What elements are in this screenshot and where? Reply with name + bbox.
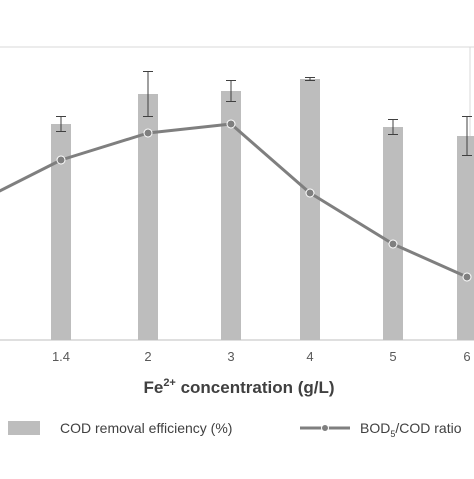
bod-cod-point-2 xyxy=(143,128,153,138)
legend-swatch-marker xyxy=(321,424,329,432)
error-bar-2 xyxy=(143,71,153,117)
bar-series xyxy=(51,79,474,340)
bod-cod-point-6 xyxy=(462,272,472,282)
legend: COD removal efficiency (%) BOD5/COD rati… xyxy=(8,420,462,439)
legend-label-bod-rest: /COD ratio xyxy=(395,420,461,436)
error-bar-3 xyxy=(226,80,236,102)
bod-cod-point-3 xyxy=(226,119,236,129)
error-bar-series xyxy=(56,71,472,156)
legend-label-cod: COD removal efficiency (%) xyxy=(60,420,232,436)
x-axis-label-main: Fe xyxy=(143,378,163,397)
x-tick-label-4: 4 xyxy=(306,349,313,364)
legend-label-bod-main: BOD xyxy=(360,420,390,436)
bar-4 xyxy=(300,79,320,340)
error-bar-1.4 xyxy=(56,116,66,132)
x-axis-label: Fe2+ concentration (g/L) xyxy=(143,377,334,397)
legend-label-bod: BOD5/COD ratio xyxy=(360,420,462,439)
legend-label-bod-subscript: 5 xyxy=(390,429,395,439)
bar-6 xyxy=(457,136,474,340)
bar-2 xyxy=(138,94,158,340)
x-tick-label-5: 5 xyxy=(389,349,396,364)
error-bar-6 xyxy=(462,116,472,156)
bod-cod-point-5 xyxy=(388,239,398,249)
legend-swatch-bar xyxy=(8,421,40,435)
bod-cod-point-1.4 xyxy=(56,155,66,165)
error-bar-4 xyxy=(305,77,315,81)
x-axis-label-rest: concentration (g/L) xyxy=(176,378,335,397)
x-tick-label-3: 3 xyxy=(227,349,234,364)
x-axis-label-superscript: 2+ xyxy=(163,377,176,389)
line-series xyxy=(0,119,472,282)
x-tick-labels: 1.4 2 3 4 5 6 xyxy=(52,349,471,364)
bar-1.4 xyxy=(51,124,71,340)
x-tick-label-6: 6 xyxy=(463,349,470,364)
x-tick-label-1.4: 1.4 xyxy=(52,349,70,364)
bod-cod-point-4 xyxy=(305,188,315,198)
x-tick-label-2: 2 xyxy=(144,349,151,364)
bar-5 xyxy=(383,127,403,340)
bar-3 xyxy=(221,91,241,340)
error-bar-5 xyxy=(388,119,398,135)
